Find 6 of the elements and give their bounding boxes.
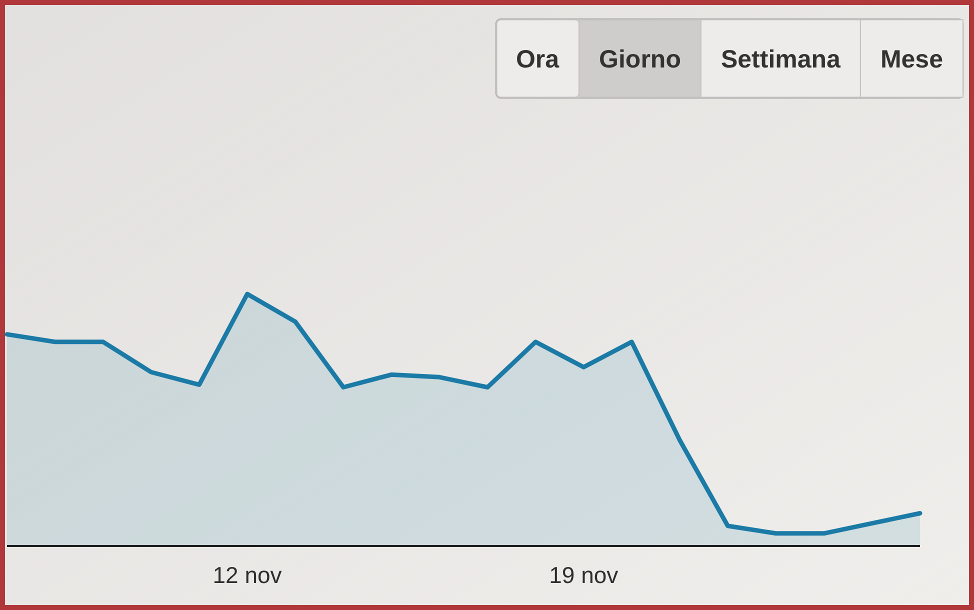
x-tick-label: 12 nov (212, 562, 282, 588)
button: Settimana (700, 19, 861, 98)
button: Ora (496, 19, 580, 98)
x-tick-label: 19 nov (549, 562, 619, 588)
selected-button: Giorno (578, 19, 702, 98)
button: Mese (860, 19, 964, 98)
